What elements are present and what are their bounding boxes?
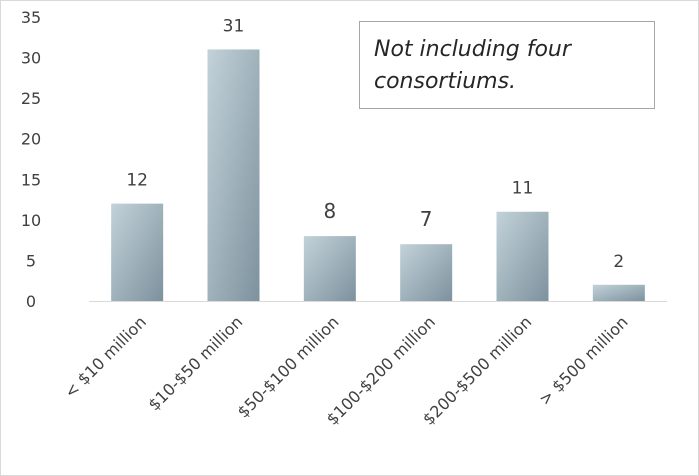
- bar: [207, 49, 260, 302]
- data-label: 11: [512, 179, 534, 199]
- y-tick-label: 35: [21, 8, 41, 27]
- x-category-label: > $500 million: [535, 312, 632, 409]
- bars-group: [111, 49, 645, 302]
- annotation-text: Not including four consortiums.: [374, 37, 571, 94]
- y-tick-label: 0: [26, 292, 36, 311]
- y-tick-label: 30: [21, 49, 41, 68]
- y-tick-label: 5: [26, 251, 36, 270]
- data-label: 2: [613, 252, 624, 272]
- x-category-label: $100-$200 million: [323, 312, 439, 428]
- y-tick-label: 20: [21, 130, 41, 149]
- category-labels-group: < $10 million$10-$50 million$50-$100 mil…: [61, 312, 632, 428]
- bar: [111, 203, 164, 301]
- y-tick-label: 10: [21, 211, 41, 230]
- data-label: 7: [420, 207, 433, 231]
- y-tick-label: 15: [21, 170, 41, 189]
- x-category-label: $200-$500 million: [419, 312, 535, 428]
- y-tick-label: 25: [21, 89, 41, 108]
- annotation-box: Not including four consortiums.: [359, 21, 655, 109]
- bar: [496, 211, 549, 301]
- bar: [303, 236, 356, 301]
- bar: [592, 284, 645, 301]
- data-label: 31: [223, 16, 245, 36]
- x-category-label: $10-$50 million: [144, 312, 246, 414]
- y-axis-tick-labels: 0 5 10 15 20 25 30 35: [21, 8, 41, 311]
- bar: [400, 244, 453, 301]
- data-label: 8: [323, 199, 336, 223]
- data-label: 12: [126, 171, 148, 191]
- data-labels-group: 12 31 8 7 11 2: [126, 16, 624, 271]
- x-category-label: $50-$100 million: [233, 312, 342, 421]
- x-category-label: < $10 million: [61, 312, 150, 401]
